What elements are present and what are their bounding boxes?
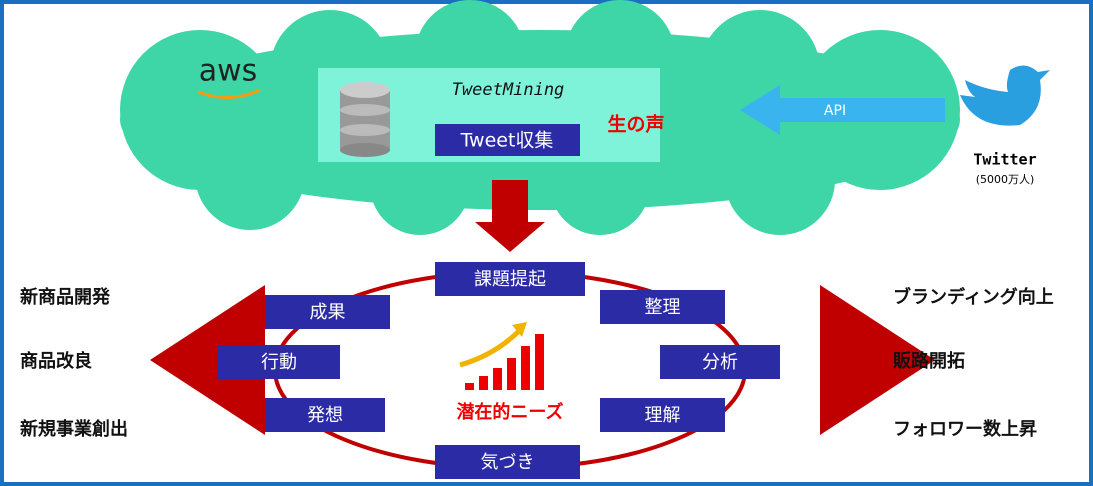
source-users: (5000万人)	[976, 173, 1035, 186]
step-label: 発想	[307, 405, 343, 426]
step-label: 課題提起	[474, 269, 546, 290]
diagram: aws TweetMining Tweet収集 生の声 API Twitter …	[0, 0, 1093, 486]
step-label: 分析	[702, 352, 738, 373]
right-outcome: フォロワー数上昇	[893, 418, 1037, 440]
api-label: API	[824, 103, 846, 119]
step-label: 行動	[261, 352, 297, 373]
right-outcome: 販路開拓	[893, 350, 965, 372]
aws-logo: aws	[199, 54, 258, 89]
step-label: 理解	[645, 405, 681, 426]
database-icon	[340, 82, 390, 157]
system-title: TweetMining	[452, 80, 565, 100]
left-outcome: 新商品開発	[20, 286, 111, 308]
step-label: 整理	[645, 297, 681, 318]
module-label: Tweet収集	[460, 130, 554, 152]
step-label: 成果	[310, 302, 346, 323]
left-outcome: 新規事業創出	[20, 418, 128, 440]
left-outcome: 商品改良	[20, 350, 92, 372]
right-outcome: ブランディング向上	[893, 286, 1054, 308]
step-label: 気づき	[481, 452, 535, 473]
voice-label: 生の声	[607, 113, 664, 136]
cycle-center: 潜在的ニーズ	[456, 401, 563, 423]
source-name: Twitter	[973, 151, 1036, 169]
